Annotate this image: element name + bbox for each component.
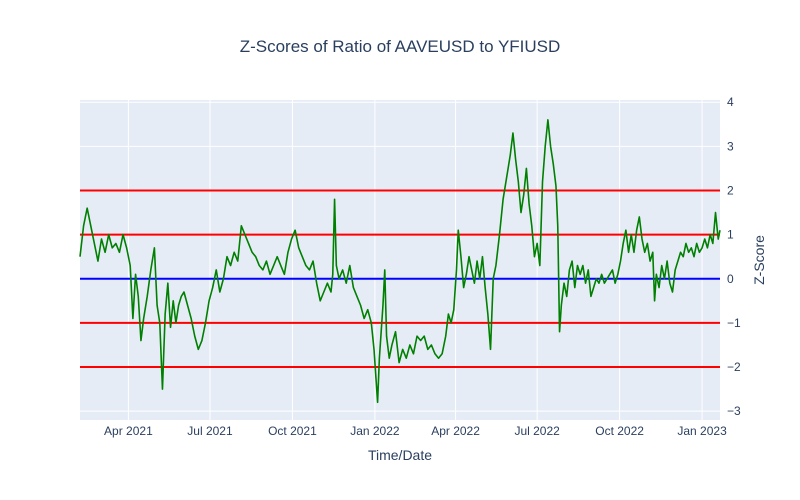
y-tick-label: 0 — [727, 272, 734, 286]
x-tick-label: Apr 2021 — [104, 424, 153, 438]
x-tick-label: Jul 2022 — [514, 424, 560, 438]
y-tick-label: −1 — [727, 316, 741, 330]
x-tick-label: Jul 2021 — [187, 424, 233, 438]
x-axis-title: Time/Date — [368, 447, 432, 463]
x-tick-label: Oct 2021 — [268, 424, 317, 438]
chart-title: Z-Scores of Ratio of AAVEUSD to YFIUSD — [240, 37, 561, 56]
x-axis-ticks: Apr 2021 Jul 2021 Oct 2021 Jan 2022 Apr 2022… — [104, 424, 727, 438]
x-tick-label: Jan 2023 — [677, 424, 727, 438]
reference-lines — [80, 189, 720, 369]
x-tick-label: Oct 2022 — [595, 424, 644, 438]
z-score-line — [79, 119, 721, 404]
y-tick-label: −3 — [727, 404, 741, 418]
y-tick-label: −2 — [727, 360, 741, 374]
y-tick-label: 4 — [727, 95, 734, 109]
x-tick-label: Apr 2022 — [431, 424, 480, 438]
plot-area — [80, 100, 720, 420]
x-tick-label: Jan 2022 — [350, 424, 400, 438]
y-tick-label: 3 — [727, 139, 734, 153]
y-axis-ticks: 4 3 2 1 0 −1 −2 −3 — [727, 95, 741, 418]
series-group — [79, 119, 721, 404]
y-tick-label: 2 — [727, 183, 734, 197]
y-tick-label: 1 — [727, 228, 734, 242]
y-axis-title: Z-Score — [751, 235, 767, 285]
